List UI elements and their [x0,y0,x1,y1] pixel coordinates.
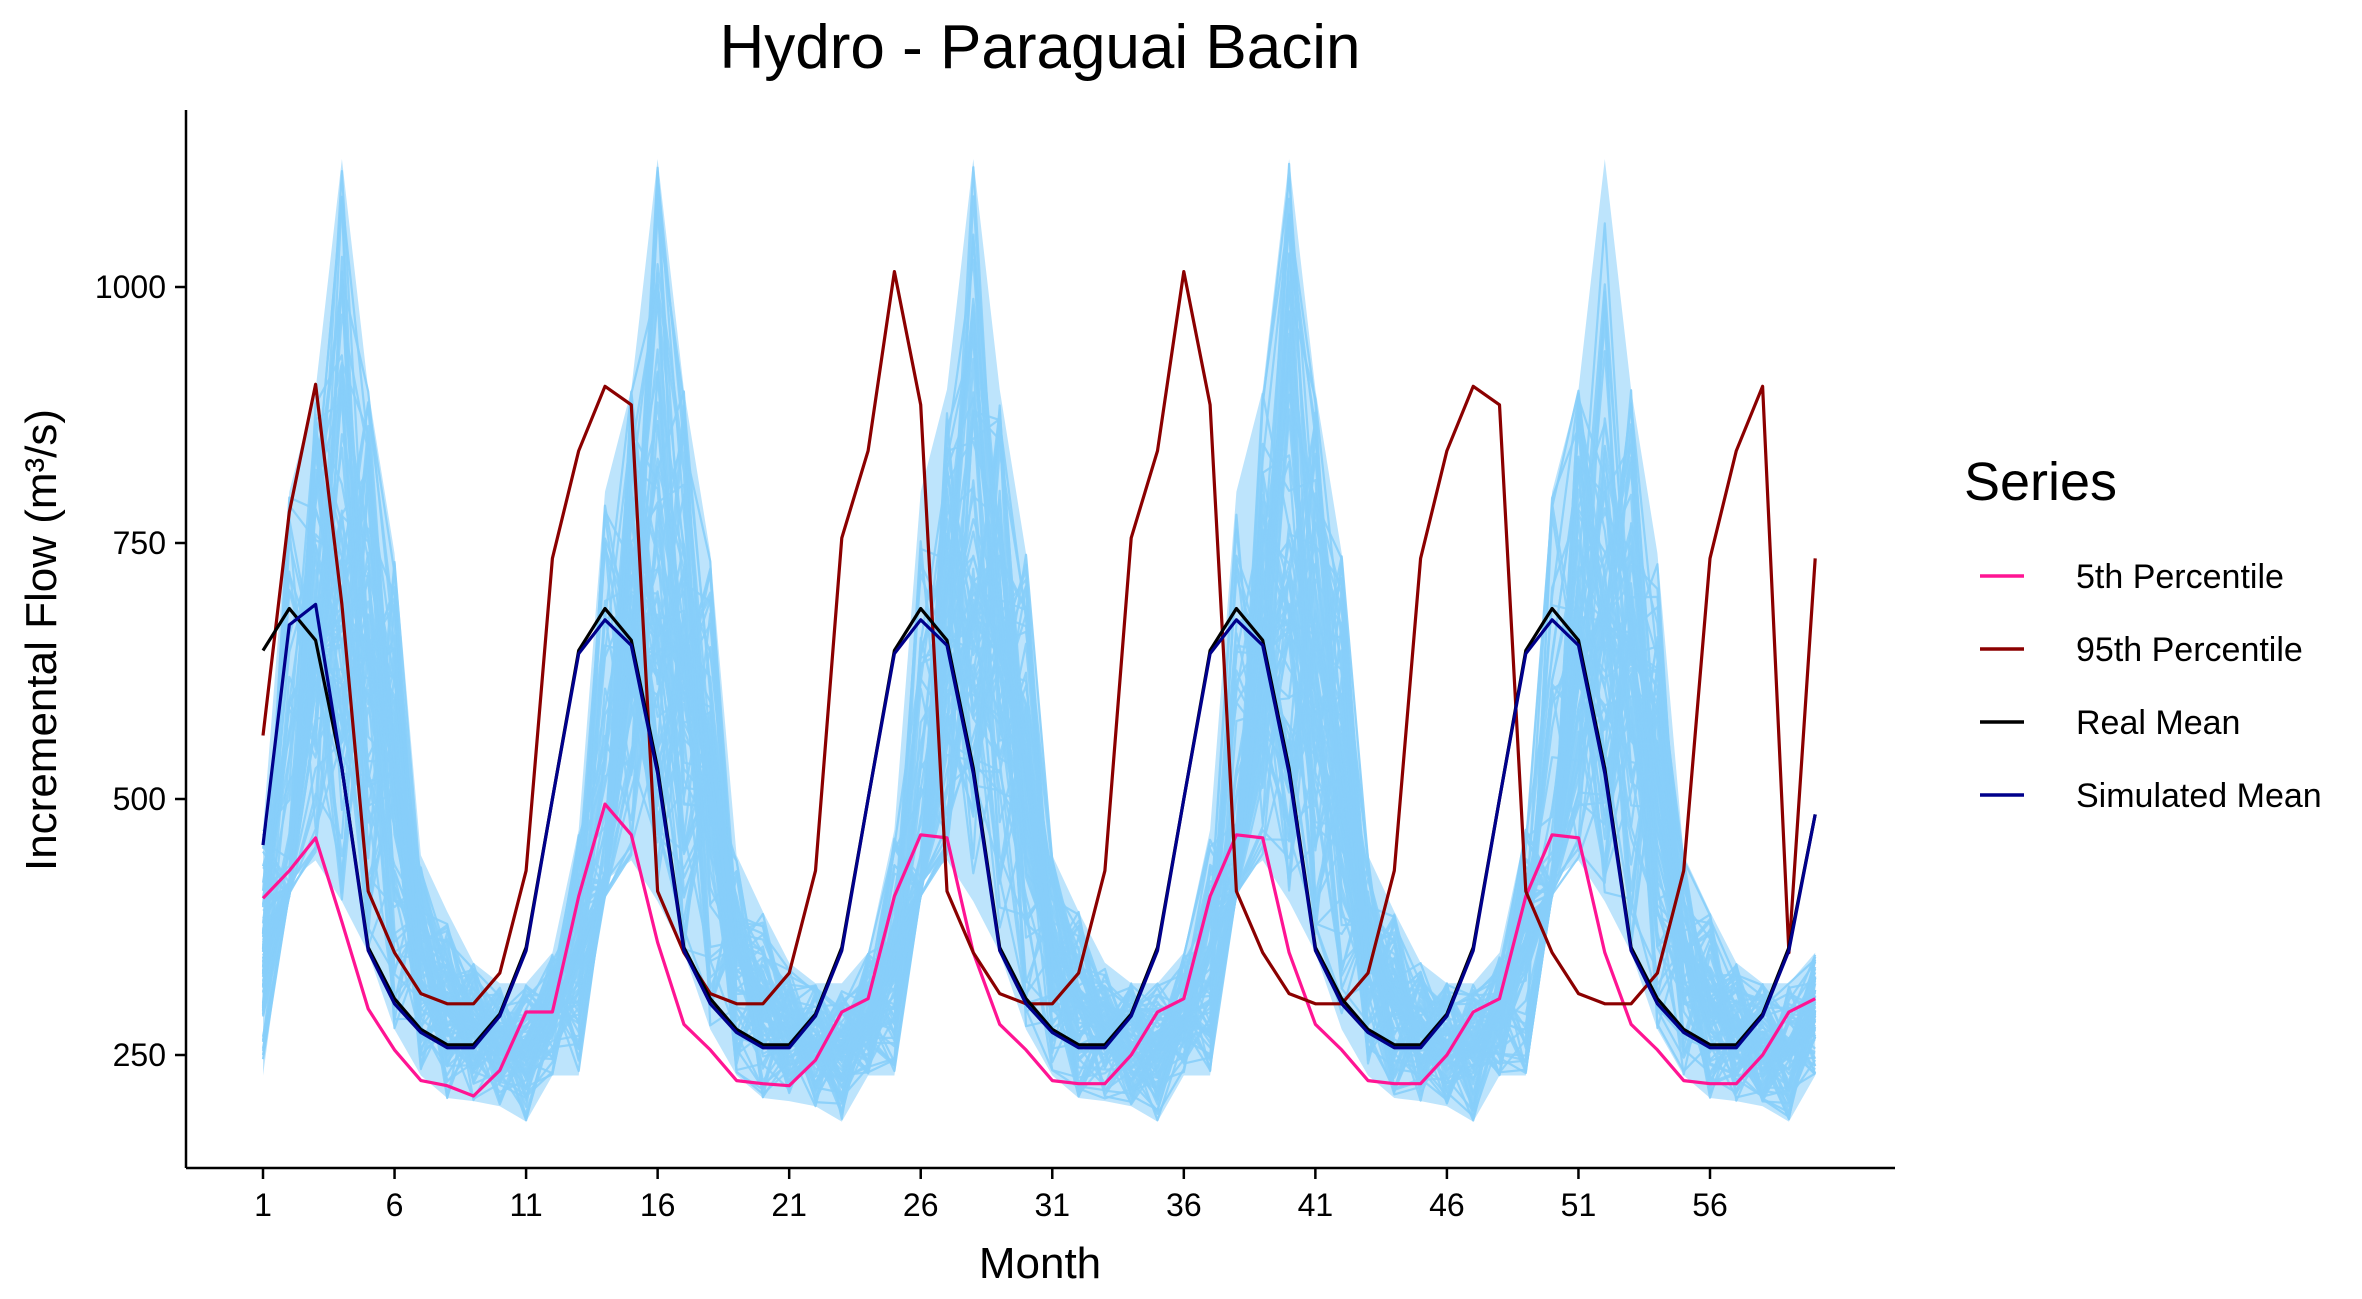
x-tick-label: 16 [640,1187,676,1223]
x-tick-label: 46 [1429,1187,1465,1223]
series-line-5th-percentile [261,802,1816,1098]
x-tick-label: 1 [254,1187,272,1223]
simulation-line [261,391,1817,1077]
legend-item: 95th Percentile [1980,631,2303,669]
legend-title: Series [1964,452,2117,512]
legend: Series 5th Percentile 95th Percentile Real… [1964,452,2322,815]
legend-item: 5th Percentile [1980,558,2284,596]
x-axis-title: Month [979,1239,1101,1288]
legend-label: Real Mean [2076,704,2240,742]
legend-label: Simulated Mean [2076,777,2322,815]
x-tick-label: 21 [771,1187,807,1223]
simulation-lines [261,159,1817,1122]
x-tick-label: 36 [1166,1187,1202,1223]
y-axis-title: Incremental Flow (m³/s) [17,409,66,871]
chart-title: Hydro - Paraguai Bacin [720,13,1361,82]
y-tick-label: 750 [113,525,166,561]
x-tick-label: 56 [1692,1187,1728,1223]
legend-item: Simulated Mean [1980,777,2322,815]
simulation-line [261,449,1817,1115]
series-line-95th-percentile [261,270,1817,1006]
summary-series-lines [261,270,1817,1098]
legend-item: Real Mean [1980,704,2240,742]
x-tick-label: 26 [903,1187,939,1223]
x-tick-label: 51 [1561,1187,1597,1223]
y-tick-label: 1000 [95,269,166,305]
legend-label: 95th Percentile [2076,631,2303,669]
legend-items: 5th Percentile 95th Percentile Real Mean Si… [1980,558,2322,815]
x-tick-label: 31 [1034,1187,1070,1223]
legend-label: 5th Percentile [2076,558,2284,596]
y-tick-label: 250 [113,1037,166,1073]
x-tick-label: 11 [509,1187,542,1223]
simulation-line [261,283,1817,1092]
x-tick-label: 6 [386,1187,404,1223]
y-tick-label: 500 [113,781,166,817]
x-tick-label: 41 [1298,1187,1334,1223]
series-line-simulated-mean [261,602,1817,1050]
